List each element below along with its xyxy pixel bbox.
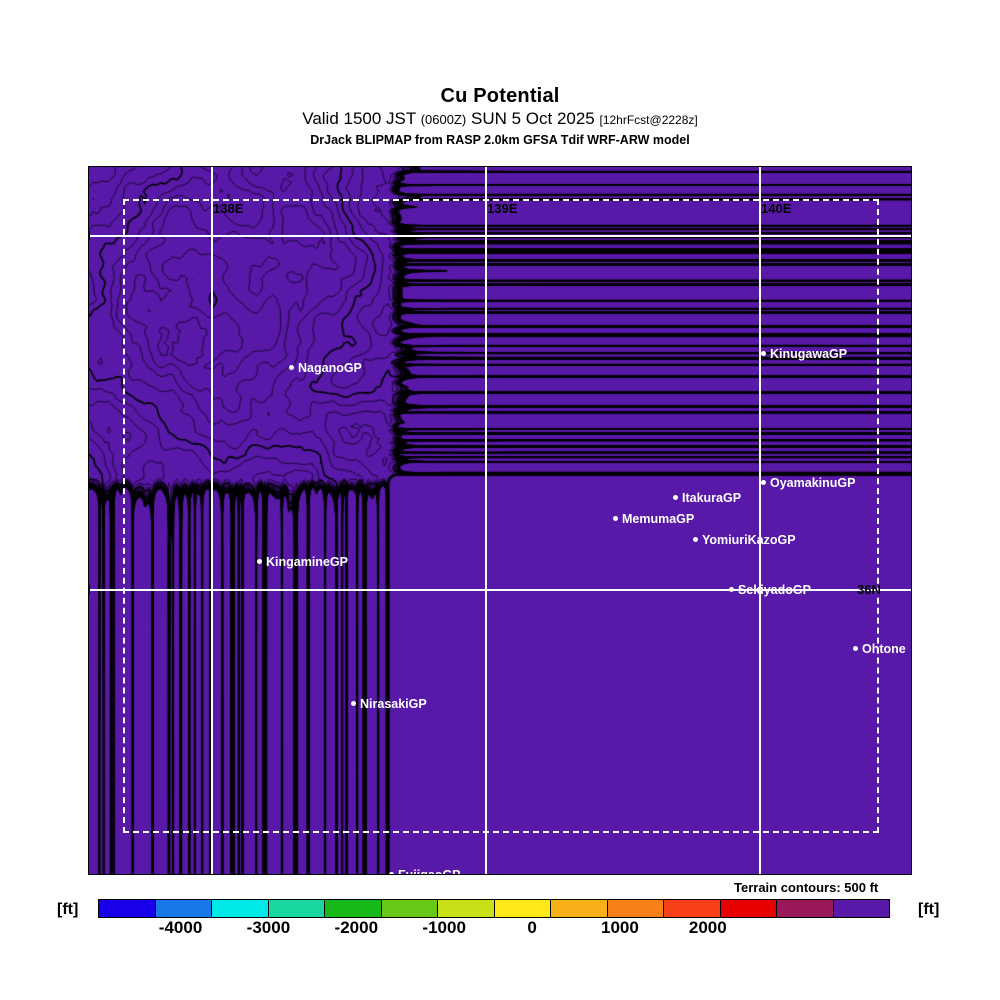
graticule-label: 36N <box>89 583 91 596</box>
station-marker-dot <box>613 516 618 522</box>
station-marker-dot <box>761 480 766 486</box>
station-marker[interactable]: OyamakinuGP <box>761 477 855 489</box>
colorbar-tick-label: 0 <box>527 918 537 937</box>
colorbar-segment <box>381 900 438 917</box>
colorbar-unit-right: [ft] <box>918 901 940 918</box>
colorbar-segment <box>325 900 382 917</box>
station-marker-dot <box>289 365 294 371</box>
terrain-cu-potential-raster <box>89 167 911 874</box>
valid-time-line: Valid 1500 JST (0600Z) SUN 5 Oct 2025 [1… <box>0 108 1000 131</box>
station-label-text: YomiuriKazoGP <box>702 533 796 547</box>
station-marker[interactable]: YomiuriKazoGP <box>693 534 796 546</box>
colorbar-tick-label: -2000 <box>334 918 379 937</box>
colorbar-segment <box>551 900 608 917</box>
title-block: Cu Potential Valid 1500 JST (0600Z) SUN … <box>0 86 1000 148</box>
station-marker-dot <box>853 646 858 652</box>
colorbar-segment <box>607 900 664 917</box>
page-title: Cu Potential <box>440 85 560 107</box>
colorbar-tick-label: -4000 <box>158 918 203 937</box>
station-label-text: KinugawaGP <box>770 347 848 361</box>
station-label-text: MemumaGP <box>622 512 695 526</box>
valid-date: SUN 5 Oct 2025 <box>470 109 595 128</box>
station-marker[interactable]: SekiyadoGP <box>729 584 811 596</box>
station-label-text: Ohtone <box>862 642 906 656</box>
colorbar-segment <box>99 900 156 917</box>
graticule-label: 138E <box>213 201 244 216</box>
station-label-text: OyamakinuGP <box>770 476 856 490</box>
station-label-text: SekiyadoGP <box>738 583 811 597</box>
station-label-text: ItakuraGP <box>682 491 742 505</box>
station-marker[interactable]: KinugawaGP <box>761 348 847 360</box>
station-label-text: NirasakiGP <box>360 697 427 711</box>
graticule-label: 37N <box>89 229 91 242</box>
station-marker-dot <box>761 351 766 357</box>
station-marker-dot <box>673 495 678 501</box>
colorbar-segment <box>664 900 721 917</box>
station-marker[interactable]: Ohtone <box>853 643 906 655</box>
colorbar-unit-left: [ft] <box>57 901 79 918</box>
forecast-tag: [12hrFcst@2228z] <box>599 113 698 127</box>
colorbar-segment <box>155 900 212 917</box>
station-marker-dot <box>257 559 262 565</box>
station-marker[interactable]: KingamineGP <box>257 556 348 568</box>
graticule-label: 139E <box>487 201 518 216</box>
valid-time-utc: (0600Z) <box>420 112 467 127</box>
station-marker[interactable]: FujigaoGP <box>389 868 461 875</box>
map-panel[interactable]: 138E139E140E138E139E37N36N36NNaganoGPKin… <box>88 166 912 875</box>
colorbar-tick-label: 1000 <box>601 918 639 937</box>
station-marker[interactable]: MemumaGP <box>613 513 694 525</box>
station-label-text: NaganoGP <box>298 361 362 375</box>
graticule-label: 36N <box>857 582 881 597</box>
station-marker-dot <box>389 872 394 874</box>
colorbar-segment <box>438 900 495 917</box>
colorbar <box>98 899 890 918</box>
colorbar-segment <box>833 900 889 917</box>
station-marker[interactable]: ItakuraGP <box>673 492 741 504</box>
station-label-text: FujigaoGP <box>398 868 461 875</box>
colorbar-segment <box>777 900 834 917</box>
station-marker[interactable]: NaganoGP <box>289 362 362 374</box>
terrain-contour-note: Terrain contours: 500 ft <box>734 880 879 895</box>
station-marker-dot <box>729 587 734 593</box>
graticule-label: 140E <box>761 201 792 216</box>
colorbar-tick-label: -1000 <box>422 918 466 937</box>
colorbar-segment <box>268 900 325 917</box>
model-source-line: DrJack BLIPMAP from RASP 2.0km GFSA Tdif… <box>310 133 690 147</box>
station-marker-dot <box>693 537 698 543</box>
station-marker-dot <box>351 701 356 707</box>
colorbar-segment <box>720 900 777 917</box>
colorbar-tick-label: -3000 <box>246 918 291 937</box>
valid-time-jst: Valid 1500 JST <box>302 109 416 128</box>
colorbar-segment <box>212 900 269 917</box>
colorbar-tick-label: 2000 <box>688 918 727 937</box>
station-marker[interactable]: NirasakiGP <box>351 698 427 710</box>
colorbar-segment <box>494 900 551 917</box>
station-label-text: KingamineGP <box>266 555 348 569</box>
